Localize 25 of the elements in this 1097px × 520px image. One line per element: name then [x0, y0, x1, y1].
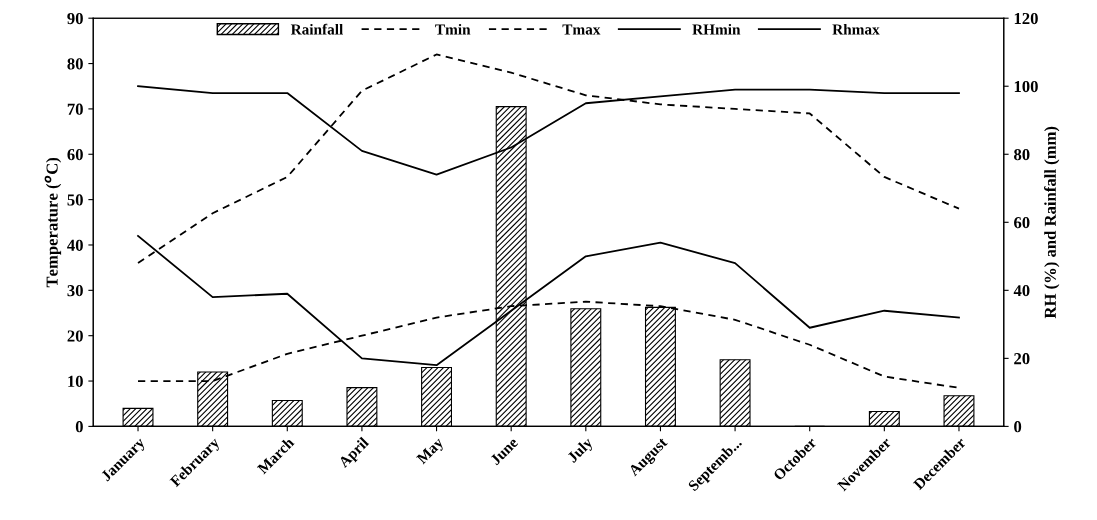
y2-tick-label: 40	[1013, 285, 1030, 297]
y2-tick-label: 60	[1014, 217, 1030, 229]
y2-tick-label: 20	[1014, 353, 1030, 365]
y-tick-label: 0	[75, 421, 83, 433]
y2-tick-label: 0	[1014, 421, 1022, 433]
legend-label: Tmin	[435, 23, 471, 35]
y-tick-label: 20	[67, 330, 83, 342]
x-tick-label: July	[566, 436, 596, 466]
y2-tick-label: 100	[1014, 80, 1038, 93]
y-tick-label: 60	[67, 148, 83, 161]
legend-label: Tmax	[562, 24, 601, 35]
y-axis-title: Temperature ($^{o}$C)	[44, 157, 62, 288]
y-tick-label: 90	[67, 12, 83, 25]
y2-tick-label: 80	[1014, 148, 1030, 161]
legend-label: Rhmax	[832, 23, 880, 35]
y-tick-label: 80	[67, 58, 83, 70]
y-tick-label: 40	[67, 239, 83, 251]
legend-label: Rainfall	[290, 23, 343, 35]
y2-axis-title: RH (%) and Rainfall (mm)	[1044, 126, 1060, 319]
legend-label: RHmin	[692, 23, 741, 35]
y-tick-label: 30	[67, 285, 83, 297]
y-tick-label: 50	[67, 194, 83, 206]
y-tick-label: 10	[68, 375, 83, 387]
y-tick-label: 70	[67, 103, 83, 115]
y2-tick-label: 120	[1014, 12, 1038, 25]
